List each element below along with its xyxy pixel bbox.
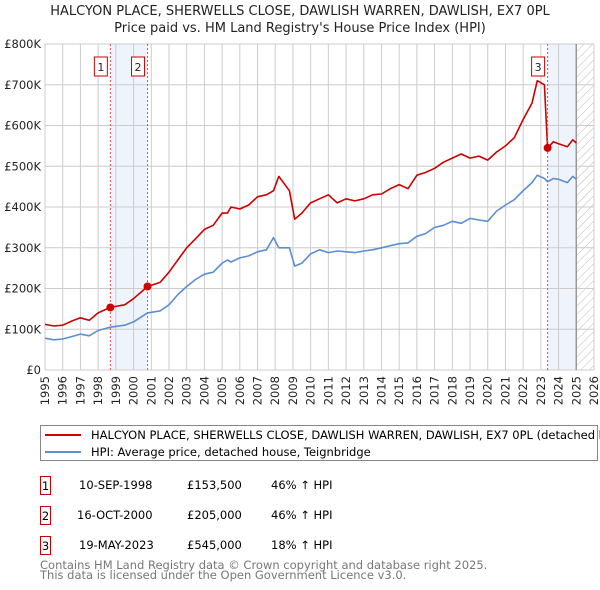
sale-label: 1 [97, 61, 104, 74]
hpi-line [44, 174, 577, 341]
footer-copyright: Contains HM Land Registry data © Crown c… [40, 558, 488, 572]
sale-price: £545,000 [187, 538, 242, 552]
chart-subtitle: Price paid vs. HM Land Registry's House … [114, 21, 486, 36]
x-tick-label: 1995 [38, 376, 52, 405]
y-tick-label: £700K [4, 78, 41, 92]
sale-date: 10-SEP-1998 [79, 478, 153, 492]
x-tick-label: 2001 [144, 376, 158, 405]
x-tick-label: 2022 [516, 376, 530, 405]
sale-marker-badge: 1 [40, 476, 51, 495]
x-tick-label: 2015 [392, 376, 406, 405]
x-tick-label: 2013 [357, 376, 371, 405]
sale-hpi-diff: 46% ↑ HPI [271, 508, 333, 522]
sale-label: 2 [135, 61, 142, 74]
x-tick-label: 2025 [569, 376, 583, 405]
transaction-row: 3 19-MAY-2023 £545,000 18% ↑ HPI [40, 536, 440, 556]
y-tick-label: £100K [4, 322, 41, 336]
legend-swatch-property [45, 434, 81, 436]
transaction-row: 2 16-OCT-2000 £205,000 46% ↑ HPI [40, 506, 440, 526]
y-tick-label: £200K [4, 282, 41, 296]
property-price-line [44, 79, 577, 327]
x-tick-label: 2002 [162, 376, 176, 405]
sale-label: 3 [535, 61, 542, 74]
y-tick-label: £800K [4, 37, 41, 51]
x-tick-label: 2009 [286, 376, 300, 405]
y-tick-label: £600K [4, 119, 41, 133]
transaction-row: 1 10-SEP-1998 £153,500 46% ↑ HPI [40, 476, 440, 496]
x-tick-label: 2011 [321, 376, 335, 405]
x-tick-label: 2018 [445, 376, 459, 405]
footer-licence: This data is licensed under the Open Gov… [40, 568, 407, 582]
sale-hpi-diff: 18% ↑ HPI [271, 538, 333, 552]
chart-title: HALCYON PLACE, SHERWELLS CLOSE, DAWLISH … [50, 4, 550, 19]
legend-swatch-hpi [45, 451, 81, 453]
legend-item-property: HALCYON PLACE, SHERWELLS CLOSE, DAWLISH … [45, 428, 600, 442]
sale-marker-badge: 2 [40, 506, 51, 525]
sale-point [106, 303, 115, 312]
sale-date: 16-OCT-2000 [77, 508, 153, 522]
footer: Contains HM Land Registry data © Crown c… [40, 558, 488, 582]
x-tick-label: 2005 [215, 376, 229, 405]
sale-label-box [93, 56, 108, 77]
x-tick-label: 2004 [197, 376, 211, 405]
sale-marker-badge: 3 [40, 536, 51, 555]
x-tick-label: 1996 [56, 376, 70, 405]
sale-hpi-diff: 46% ↑ HPI [271, 478, 333, 492]
legend-label-property: HALCYON PLACE, SHERWELLS CLOSE, DAWLISH … [91, 428, 600, 442]
sale-point [143, 282, 152, 291]
y-tick-label: £0 [26, 363, 41, 377]
x-tick-label: 2020 [481, 376, 495, 405]
legend-label-hpi: HPI: Average price, detached house, Teig… [91, 445, 371, 459]
x-tick-label: 2003 [180, 376, 194, 405]
x-tick-label: 2010 [304, 376, 318, 405]
price-chart: 1995 1996 1997 1998 1999 2000 2001 2002 2003 2004… [4, 37, 600, 405]
y-tick-label: £500K [4, 159, 41, 173]
sale-price: £205,000 [187, 508, 242, 522]
x-tick-label: 2021 [498, 376, 512, 405]
sale-price: £153,500 [187, 478, 242, 492]
x-tick-label: 2019 [463, 376, 477, 405]
x-tick-label: 2017 [428, 376, 442, 405]
x-tick-label: 1997 [73, 376, 87, 405]
legend-item-hpi: HPI: Average price, detached house, Teig… [45, 445, 371, 459]
x-tick-label: 2026 [587, 376, 600, 405]
x-tick-label: 2006 [233, 376, 247, 405]
x-tick-label: 2007 [251, 376, 265, 405]
x-tick-label: 2008 [268, 376, 282, 405]
x-tick-label: 2023 [534, 376, 548, 405]
chart-legend: HALCYON PLACE, SHERWELLS CLOSE, DAWLISH … [40, 425, 600, 461]
y-tick-label: £400K [4, 200, 41, 214]
sale-date: 19-MAY-2023 [79, 538, 154, 552]
x-tick-label: 1998 [91, 376, 105, 405]
sale-point [543, 143, 552, 152]
x-tick-label: 2016 [410, 376, 424, 405]
sale-label-box [531, 56, 546, 77]
sale-label-box [131, 56, 146, 77]
y-tick-label: £300K [4, 241, 41, 255]
x-tick-label: 2024 [552, 376, 566, 405]
x-tick-label: 2012 [339, 376, 353, 405]
x-tick-label: 2014 [374, 376, 388, 405]
x-tick-label: 1999 [109, 376, 123, 405]
x-tick-label: 2000 [127, 376, 141, 405]
